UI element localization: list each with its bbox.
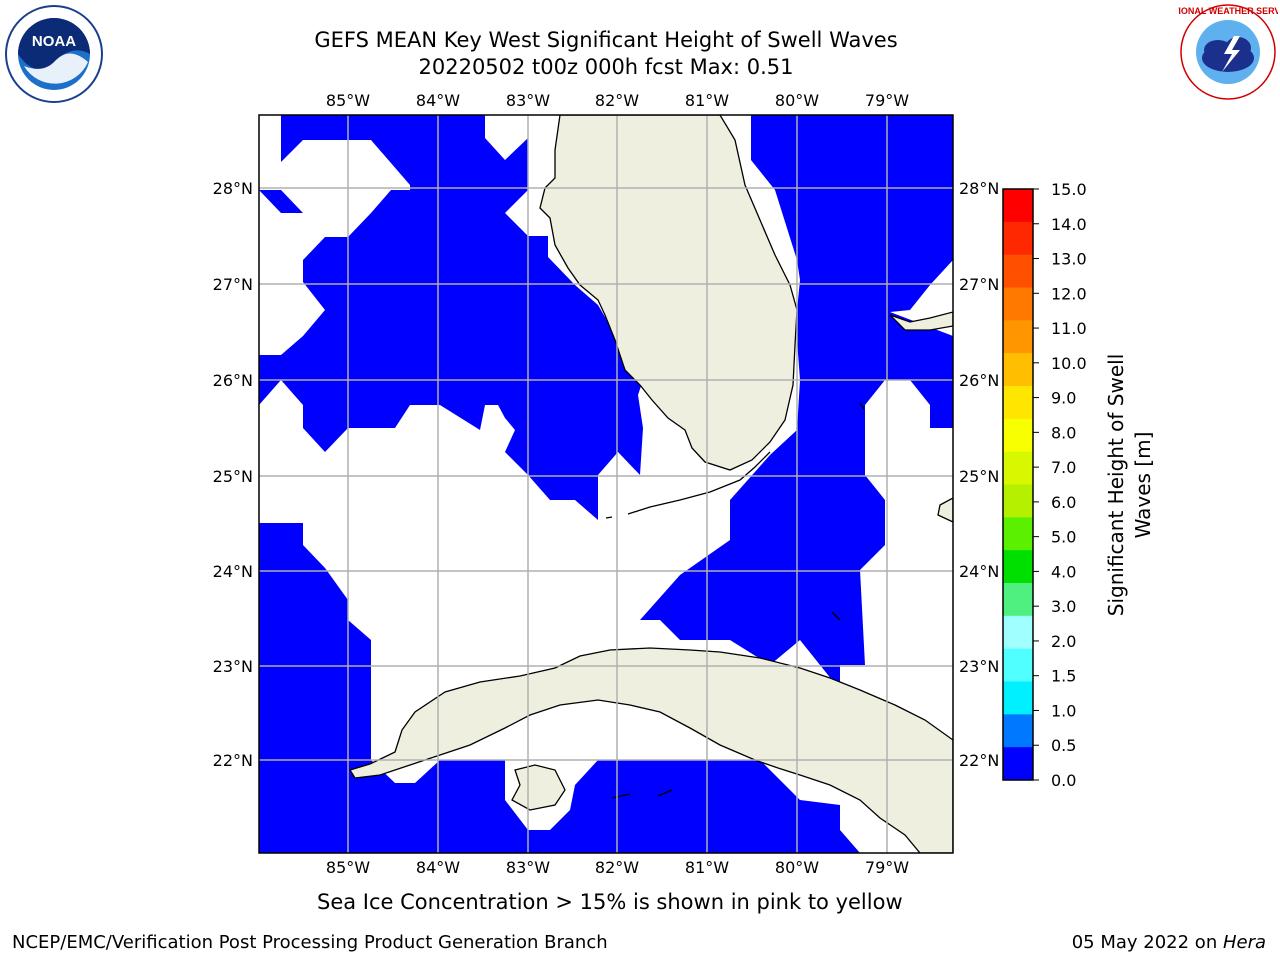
ocean-region-southwest — [259, 523, 371, 853]
lon-label: 84°W — [416, 858, 460, 877]
colorbar-tick-label: 7.0 — [1051, 458, 1076, 477]
lat-label: 27°N — [959, 275, 999, 294]
lon-label: 84°W — [416, 91, 460, 110]
colorbar-swatch — [1003, 484, 1033, 518]
lon-label: 80°W — [775, 91, 819, 110]
lat-label: 22°N — [959, 751, 999, 770]
lat-label: 23°N — [959, 657, 999, 676]
lat-labels-right: 28°N 27°N 26°N 25°N 24°N 23°N 22°N — [959, 179, 999, 770]
colorbar-tick-label: 13.0 — [1051, 250, 1087, 269]
lat-label: 28°N — [213, 179, 253, 198]
nws-logo-text: NATIONAL WEATHER SERVICE — [1178, 6, 1278, 16]
sea-ice-note: Sea Ice Concentration > 15% is shown in … — [317, 890, 903, 914]
lat-label: 26°N — [213, 371, 253, 390]
colorbar-tick-label: 10.0 — [1051, 354, 1087, 373]
colorbar-tick-label: 14.0 — [1051, 215, 1087, 234]
lon-labels-top: 85°W 84°W 83°W 82°W 81°W 80°W 79°W — [326, 91, 909, 110]
lat-label: 22°N — [213, 751, 253, 770]
colorbar-tick-label: 12.0 — [1051, 284, 1087, 303]
lon-label: 82°W — [595, 91, 639, 110]
colorbar-swatch — [1003, 517, 1033, 551]
chart-title: GEFS MEAN Key West Significant Height of… — [314, 28, 898, 52]
date-line: 05 May 2022 on Hera — [1072, 932, 1266, 953]
lon-label: 80°W — [775, 858, 819, 877]
colorbar-tick-label: 9.0 — [1051, 389, 1076, 408]
colorbar-swatch — [1003, 451, 1033, 485]
colorbar-swatch — [1003, 386, 1033, 420]
colorbar-tick-label: 6.0 — [1051, 493, 1076, 512]
lat-label: 27°N — [213, 275, 253, 294]
lon-label: 83°W — [506, 858, 550, 877]
lon-labels-bottom: 85°W 84°W 83°W 82°W 81°W 80°W 79°W — [326, 858, 909, 877]
colorbar-swatch — [1003, 320, 1033, 354]
lat-label: 24°N — [959, 562, 999, 581]
nws-logo: NATIONAL WEATHER SERVICE — [1178, 4, 1278, 100]
colorbar-swatch — [1003, 714, 1033, 748]
lon-label: 85°W — [326, 91, 370, 110]
lat-label: 26°N — [959, 371, 999, 390]
colorbar-swatch — [1003, 615, 1033, 650]
date-text: 05 May 2022 on — [1071, 932, 1223, 953]
colorbar-swatch — [1003, 287, 1033, 321]
ocean-region-atlantic-north — [640, 115, 953, 690]
lon-label: 81°W — [685, 91, 729, 110]
colorbar-swatch — [1003, 189, 1033, 223]
colorbar-tick-label: 3.0 — [1051, 597, 1076, 616]
lat-label: 25°N — [213, 467, 253, 486]
colorbar-swatch — [1003, 648, 1033, 682]
colorbar-tick-label: 5.0 — [1051, 528, 1076, 547]
cuba-land — [348, 647, 953, 853]
colorbar-tick-label: 15.0 — [1051, 180, 1087, 199]
credit-line: NCEP/EMC/Verification Post Processing Pr… — [12, 932, 608, 953]
swell-height-field — [259, 115, 953, 853]
ocean-region-south — [371, 760, 860, 853]
colorbar-tick-label: 8.0 — [1051, 423, 1076, 442]
lon-label: 79°W — [865, 91, 909, 110]
lon-label: 79°W — [865, 858, 909, 877]
land-masses — [348, 115, 953, 853]
colorbar-swatch — [1003, 353, 1033, 387]
colorbar-swatch — [1003, 418, 1033, 453]
noaa-logo-text: NOAA — [32, 33, 76, 50]
colorbar-frame — [1002, 188, 1034, 781]
colorbar-title-line1: Significant Height of Swell — [1104, 354, 1128, 616]
colorbar-swatch — [1003, 550, 1033, 584]
colorbar-swatch — [1003, 254, 1033, 288]
colorbar-tick-label: 2.0 — [1051, 632, 1076, 651]
lat-label: 23°N — [213, 657, 253, 676]
keys-outlines — [605, 402, 865, 799]
colorbar-tick-label: 1.5 — [1051, 667, 1076, 686]
map-frame — [258, 114, 954, 854]
lat-label: 28°N — [959, 179, 999, 198]
map-area — [259, 115, 953, 853]
florida-land — [539, 115, 798, 471]
lat-label: 25°N — [959, 467, 999, 486]
lon-label: 83°W — [506, 91, 550, 110]
andros-land — [937, 497, 953, 523]
noaa-logo: NOAA — [5, 5, 103, 103]
ocean-region-gulf-north — [259, 115, 643, 520]
lon-label: 82°W — [595, 858, 639, 877]
bahamas-land — [889, 311, 953, 331]
graticule — [259, 115, 953, 853]
lon-label: 81°W — [685, 858, 729, 877]
colorbar-swatch — [1003, 747, 1033, 781]
colorbar-tick-label: 11.0 — [1051, 319, 1087, 338]
colorbar-tick-label: 0.0 — [1051, 771, 1076, 790]
isla-juventud-land — [511, 764, 566, 811]
lat-labels-left: 28°N 27°N 26°N 25°N 24°N 23°N 22°N — [213, 179, 253, 770]
colorbar-tick-label: 1.0 — [1051, 701, 1076, 720]
colorbar-tick-label: 0.5 — [1051, 736, 1076, 755]
chart-subtitle: 20220502 t00z 000h fcst Max: 0.51 — [418, 55, 794, 79]
colorbar-tick-label: 4.0 — [1051, 562, 1076, 581]
colorbar-swatch — [1003, 681, 1033, 715]
colorbar-swatch — [1003, 583, 1033, 617]
colorbar: 15.0 14.0 13.0 12.0 11.0 10.0 9.0 8.0 7.0 6.0 5.0 4… — [1002, 180, 1087, 790]
host-name: Hera — [1222, 932, 1266, 953]
colorbar-swatch — [1003, 221, 1033, 256]
lon-label: 85°W — [326, 858, 370, 877]
colorbar-title-line2: Waves [m] — [1131, 432, 1155, 539]
lat-label: 24°N — [213, 562, 253, 581]
